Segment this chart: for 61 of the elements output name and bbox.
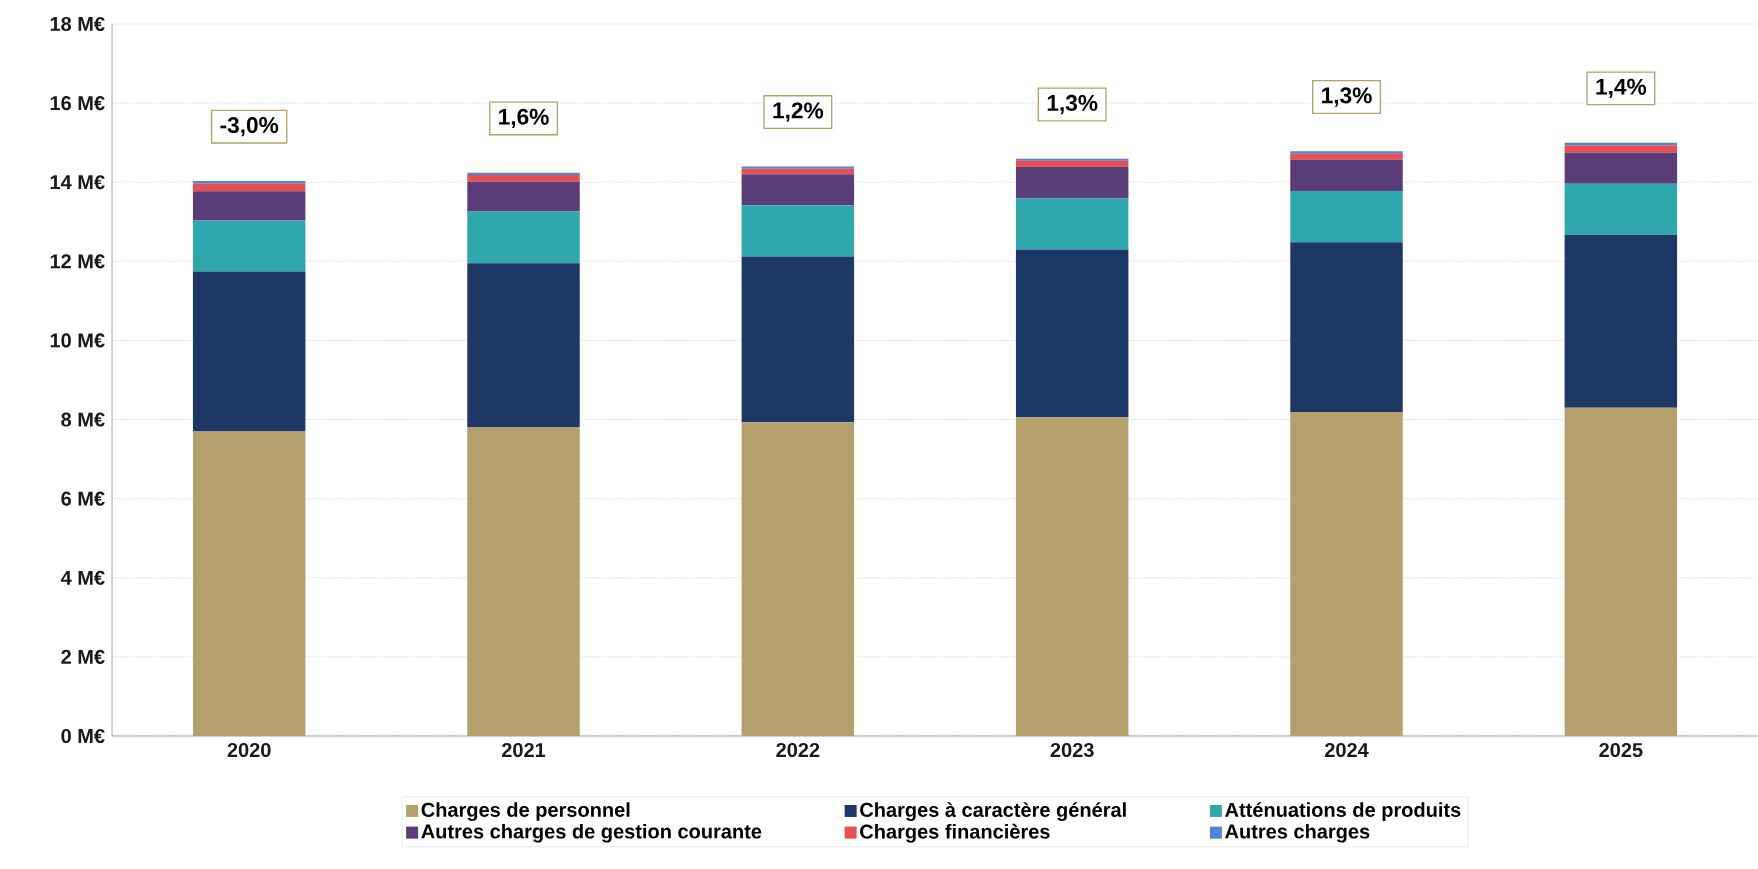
bar — [192, 271, 306, 432]
bar — [192, 180, 306, 184]
bar — [1564, 234, 1678, 408]
x-tick-label: 2023 — [1050, 742, 1094, 757]
legend-label: Autres charges de gestion courante — [421, 823, 762, 843]
bar — [1290, 190, 1403, 243]
annotation: 1,6% — [499, 108, 549, 128]
y-tick-label: 8 M€ — [61, 412, 105, 427]
x-tick-label: 2024 — [1324, 742, 1369, 757]
bar — [467, 263, 580, 428]
annotation: -3,0% — [220, 116, 279, 137]
x-tick-label: 2025 — [1599, 742, 1643, 757]
legend-label: Atténuations de produits — [1225, 801, 1461, 821]
bar — [741, 205, 855, 257]
bar — [1564, 152, 1678, 184]
y-tick-label: 2 M€ — [61, 649, 105, 664]
bar — [467, 181, 580, 212]
bar — [741, 256, 855, 423]
legend-label: Charges de personnel — [421, 802, 630, 821]
legend-label: Charges financières — [860, 823, 1050, 843]
y-tick-label: 16 M€ — [50, 95, 105, 111]
legend-label: Autres charges — [1225, 823, 1370, 843]
bar — [1015, 249, 1129, 418]
bar — [192, 191, 306, 221]
annotation: 1,3% — [1047, 94, 1098, 115]
bar — [1290, 159, 1403, 191]
bar — [192, 220, 306, 272]
x-tick-label: 2021 — [501, 742, 546, 757]
bar — [1564, 145, 1678, 153]
bar — [1290, 151, 1403, 154]
annotation: 1,2% — [773, 102, 824, 122]
y-tick-label: 14 M€ — [50, 174, 105, 190]
bar — [1015, 198, 1129, 250]
x-tick-label: 2022 — [776, 742, 820, 757]
bar — [1015, 166, 1129, 199]
bar — [467, 174, 580, 182]
bar — [1015, 160, 1129, 167]
bar — [741, 422, 855, 736]
bar — [1564, 407, 1678, 736]
bar — [1290, 411, 1403, 736]
legend-label: Charges à caractère général — [860, 801, 1126, 821]
annotation: 1,3% — [1322, 87, 1372, 107]
bar — [192, 431, 306, 736]
bar — [192, 183, 306, 192]
bar — [1015, 417, 1129, 736]
bar — [1290, 242, 1403, 412]
bar — [741, 168, 855, 175]
y-tick-label: 4 M€ — [60, 570, 105, 585]
bar — [741, 174, 855, 205]
annotation: 1,4% — [1596, 78, 1647, 98]
bar — [741, 166, 855, 169]
y-tick-label: 18 M€ — [50, 16, 105, 31]
bar — [467, 427, 580, 736]
y-tick-label: 0 M€ — [61, 728, 105, 743]
y-tick-label: 12 M€ — [50, 254, 105, 269]
bar — [1290, 153, 1403, 160]
x-tick-label: 2020 — [227, 742, 271, 757]
bar — [467, 211, 580, 264]
bar — [1564, 183, 1678, 235]
y-tick-label: 6 M€ — [61, 491, 105, 506]
y-tick-label: 10 M€ — [50, 333, 105, 348]
